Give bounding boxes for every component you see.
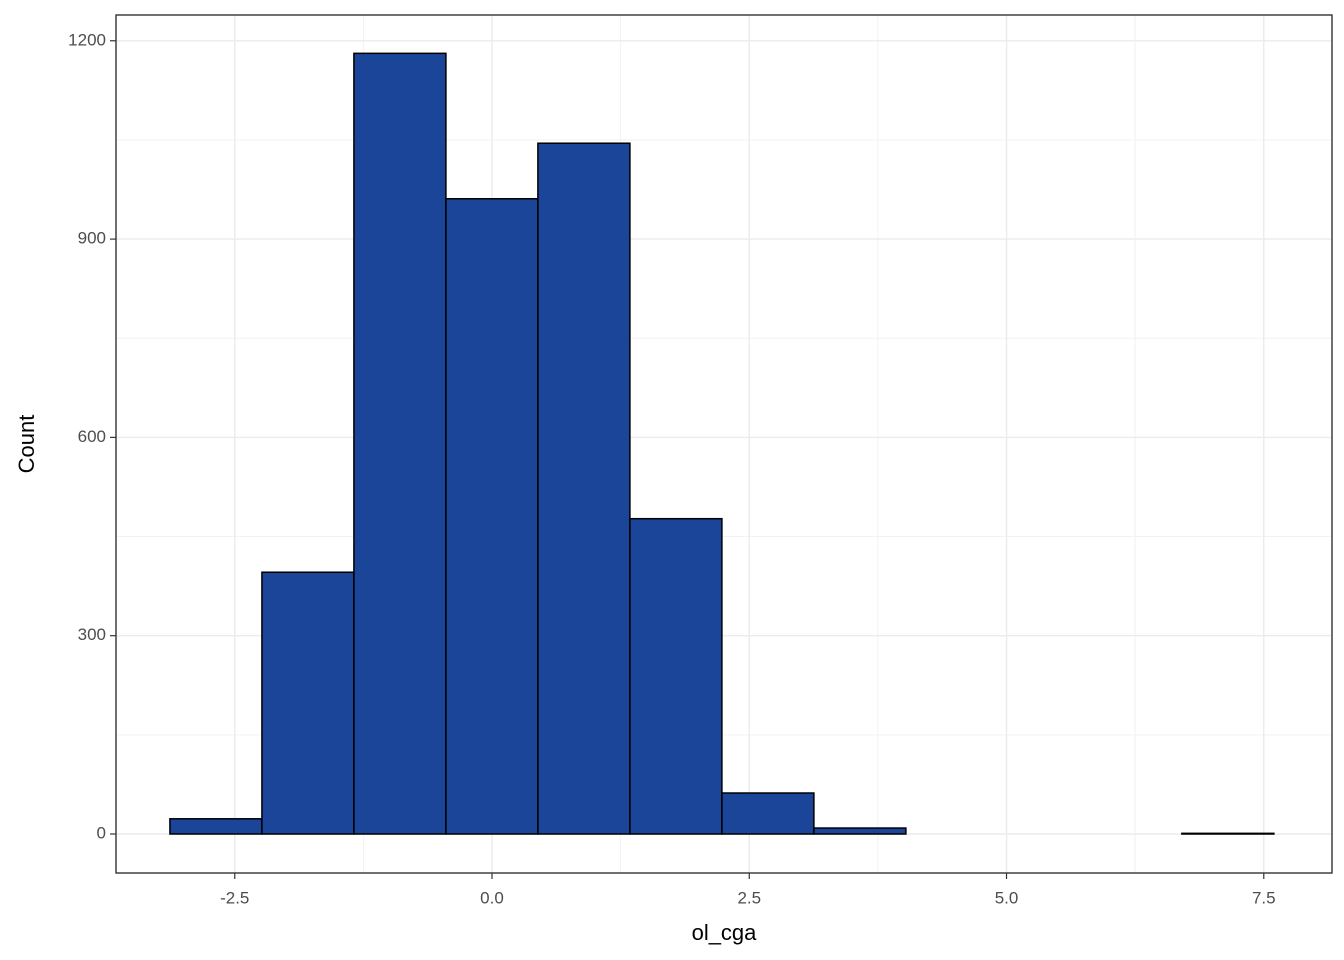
x-tick-label: 2.5 [737, 888, 761, 907]
y-tick-label: 1200 [68, 30, 106, 49]
x-tick-label: 7.5 [1252, 888, 1276, 907]
x-tick-label: -2.5 [220, 888, 249, 907]
bar [1181, 832, 1275, 835]
bar [353, 52, 447, 835]
bar [261, 571, 355, 835]
bar [721, 792, 815, 835]
bar [169, 818, 263, 835]
bar [537, 142, 631, 835]
y-tick-label: 900 [78, 229, 106, 248]
y-tick-label: 0 [97, 823, 106, 842]
bar [445, 198, 539, 835]
panel-border [115, 14, 1333, 874]
bar [813, 827, 907, 835]
y-tick-label: 300 [78, 625, 106, 644]
bar [629, 517, 723, 835]
y-tick-label: 600 [78, 427, 106, 446]
x-tick-label: 5.0 [995, 888, 1019, 907]
x-tick-label: 0.0 [480, 888, 504, 907]
y-axis-title: Count [14, 415, 39, 474]
x-axis-title: ol_cga [692, 920, 758, 945]
